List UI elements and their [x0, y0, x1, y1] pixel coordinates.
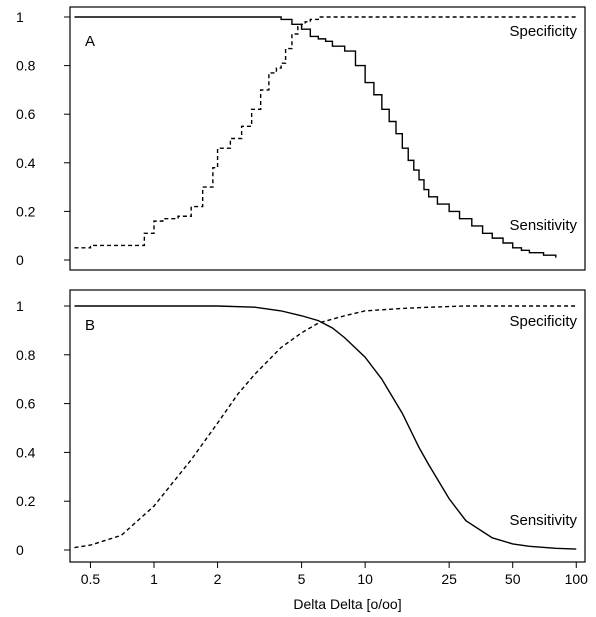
y-tick-label: 0.8: [16, 347, 36, 363]
x-tick-label: 5: [298, 571, 306, 587]
x-tick-label: 1: [150, 571, 158, 587]
sensitivity-label: Sensitivity: [509, 512, 577, 529]
x-tick-label: 50: [505, 571, 521, 587]
plot-frame: [69, 289, 586, 563]
panel-label: B: [85, 317, 95, 334]
sensitivity-line: [74, 16, 557, 258]
sensitivity-line: [74, 305, 577, 550]
y-tick-label: 0.2: [16, 493, 36, 509]
specificity-line: [74, 305, 577, 549]
panel-a: 0 0.2 0.4 0.6 0.8 1 A Specificity Sensitivity: [16, 6, 586, 271]
x-tick-label: 100: [565, 571, 589, 587]
y-tick-label: 0.6: [16, 396, 36, 412]
plot-frame: [69, 6, 586, 271]
specificity-label: Specificity: [509, 23, 577, 40]
y-tick-label: 0: [16, 542, 24, 558]
sensitivity-label: Sensitivity: [509, 217, 577, 234]
y-tick-label: 0: [16, 252, 24, 268]
y-tick-label: 0.2: [16, 203, 36, 219]
x-axis-title: Delta Delta [o/oo]: [293, 596, 401, 612]
specificity-line: [74, 16, 577, 249]
x-tick-label: 0.5: [81, 571, 101, 587]
x-tick-label: 10: [357, 571, 373, 587]
y-tick-label: 1: [16, 298, 24, 314]
y-tick-label: 0.4: [16, 444, 36, 460]
x-tick-label: 25: [441, 571, 457, 587]
specificity-label: Specificity: [509, 313, 577, 330]
y-tick-label: 0.8: [16, 58, 36, 74]
y-tick-label: 0.6: [16, 106, 36, 122]
panel-label: A: [85, 33, 95, 50]
y-tick-label: 0.4: [16, 155, 36, 171]
y-tick-label: 1: [16, 9, 24, 25]
x-tick-label: 2: [214, 571, 222, 587]
